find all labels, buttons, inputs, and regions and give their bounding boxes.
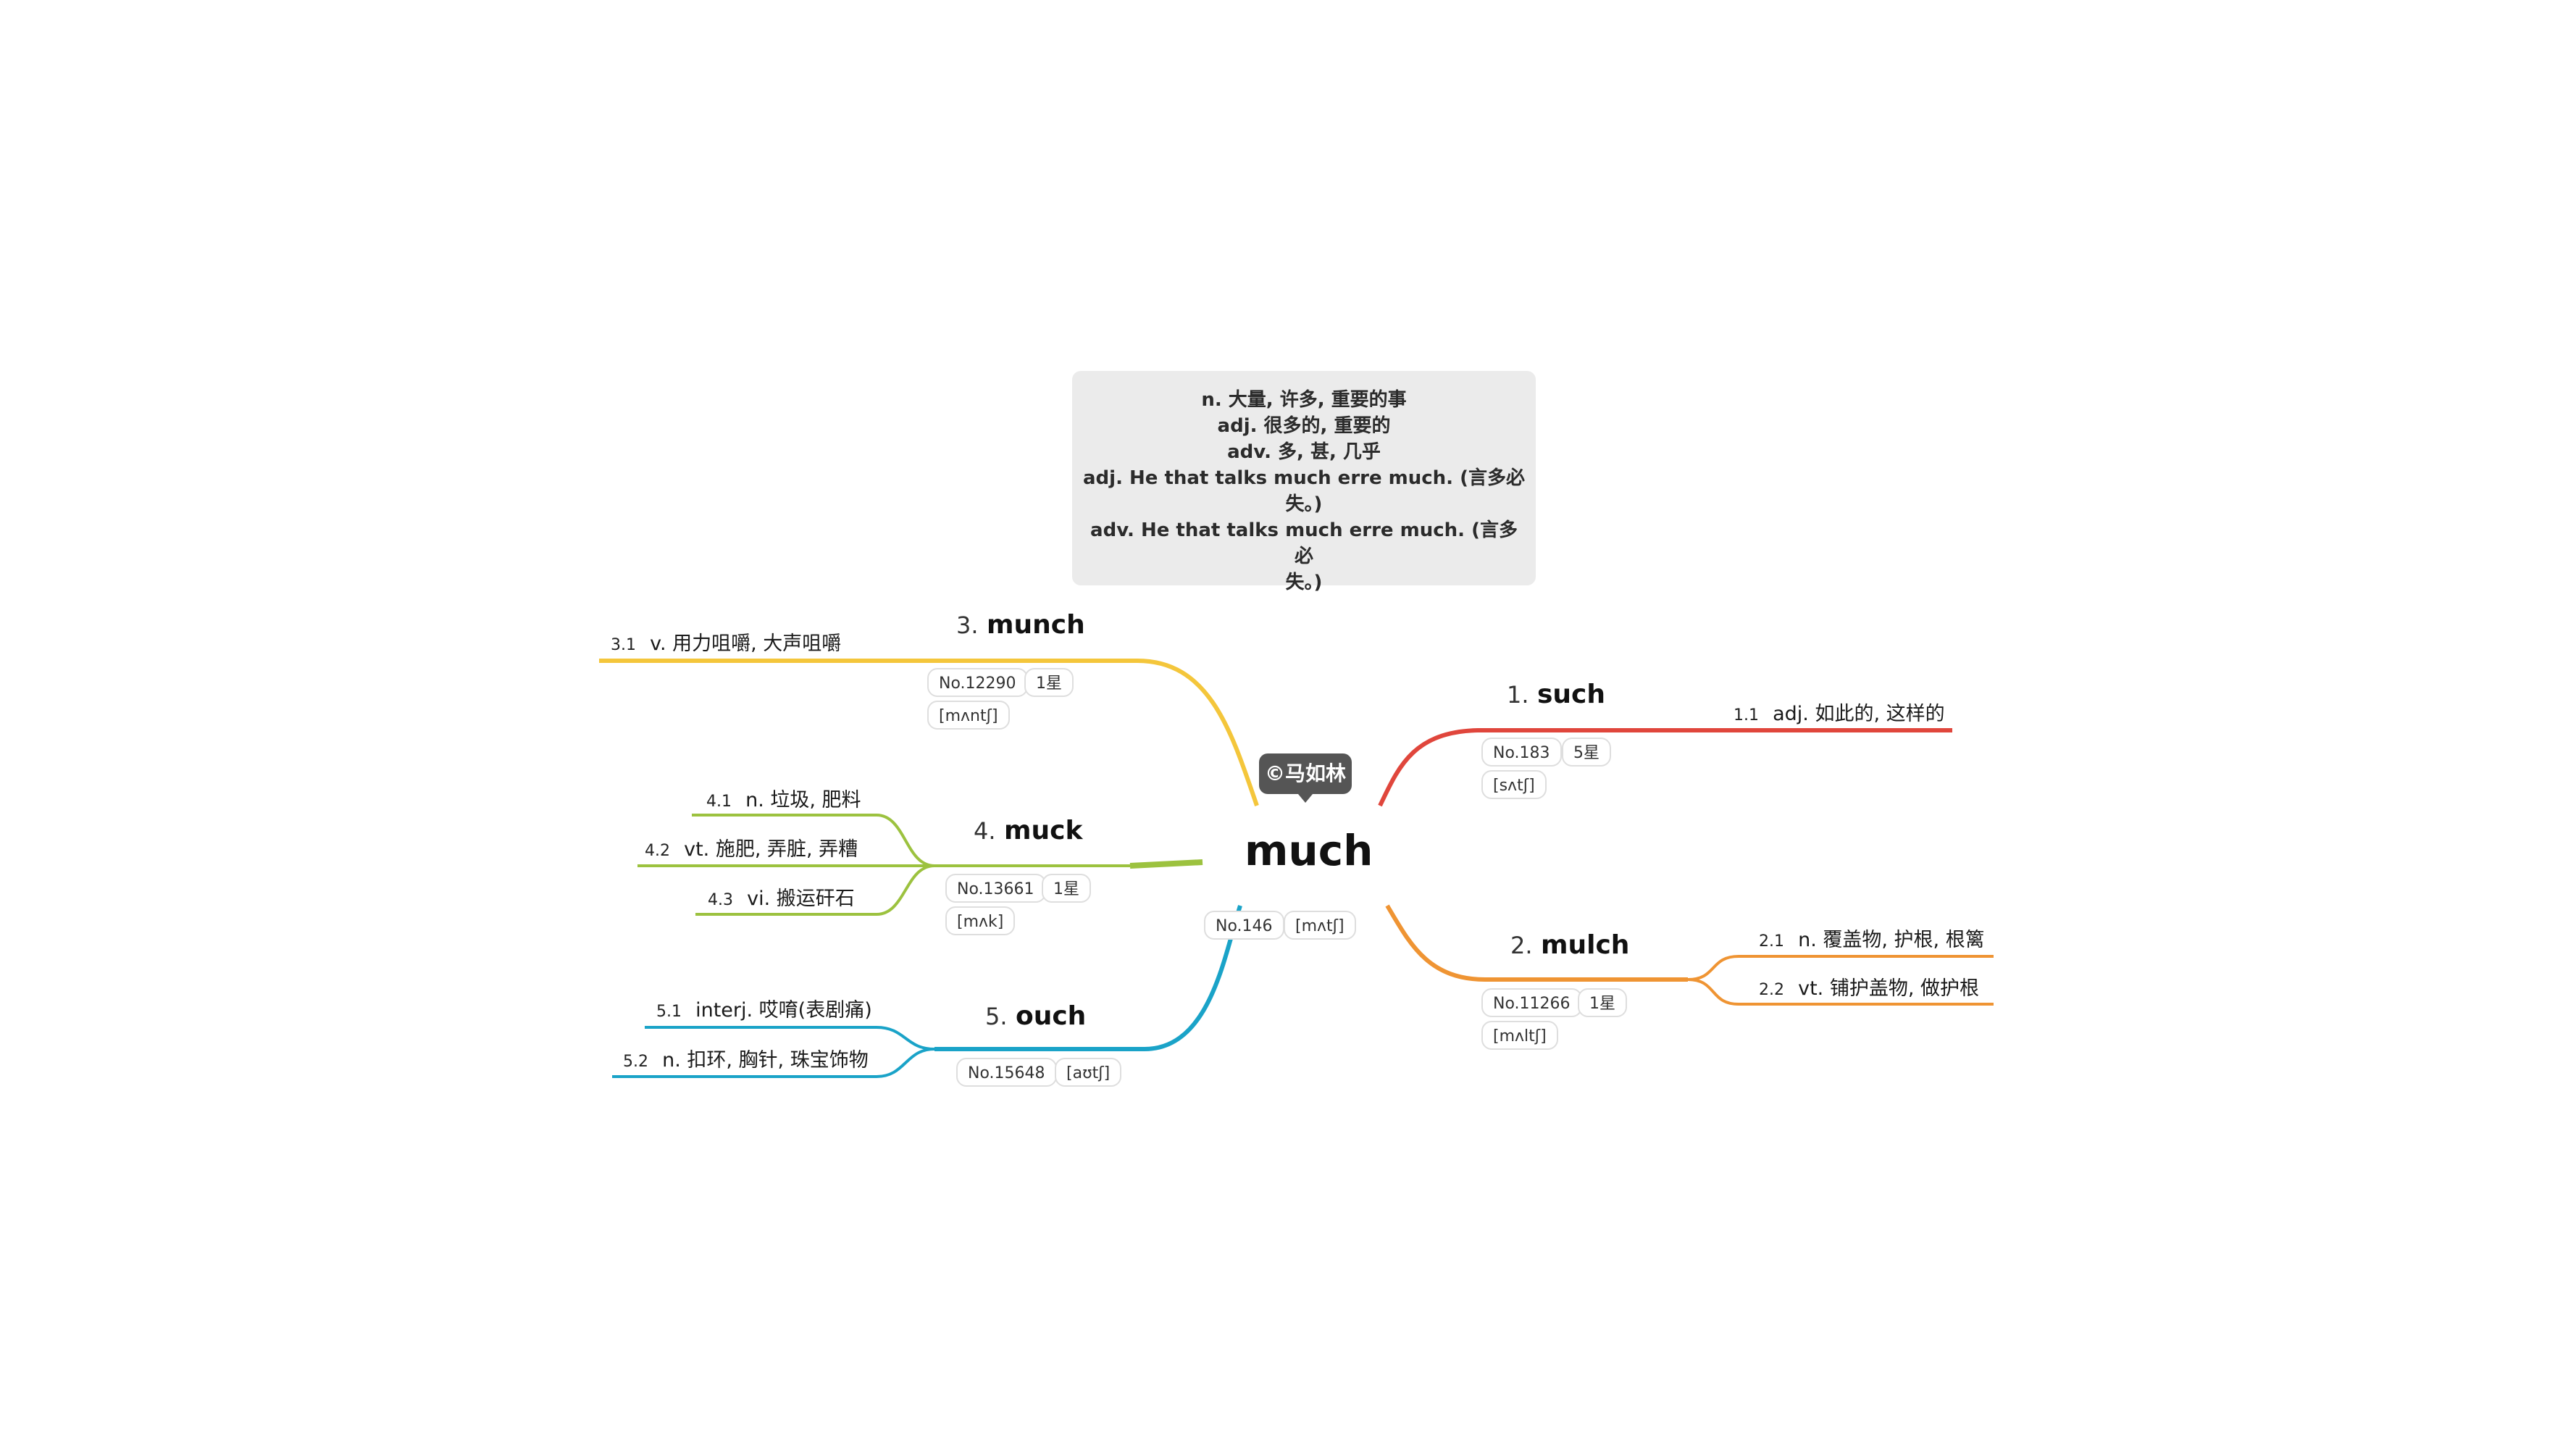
sub-text: vi. 搬运矸石 bbox=[747, 888, 855, 910]
branch-munch[interactable]: 3. munch bbox=[956, 610, 1085, 640]
branch-index: 2. bbox=[1510, 932, 1533, 959]
connector-muck-4-1 bbox=[692, 814, 935, 867]
note-line: adj. 很多的, 重要的 bbox=[1217, 415, 1391, 437]
branch-word: ouch bbox=[1015, 1001, 1087, 1031]
stars-badge: 1星 bbox=[1024, 668, 1074, 697]
definition-note: n. 大量, 许多, 重要的事 adj. 很多的, 重要的 adv. 多, 甚,… bbox=[1072, 371, 1536, 593]
branch-index: 3. bbox=[956, 611, 979, 639]
branch-word: munch bbox=[986, 610, 1085, 640]
sub-text: n. 覆盖物, 护根, 根篱 bbox=[1798, 929, 1985, 951]
connector-such bbox=[1378, 728, 1952, 807]
branch-ouch[interactable]: 5. ouch bbox=[985, 1001, 1086, 1031]
branch-word: mulch bbox=[1540, 930, 1630, 960]
sub-item[interactable]: 3.1 v. 用力咀嚼, 大声咀嚼 bbox=[611, 627, 841, 656]
stars-badge: 5星 bbox=[1562, 738, 1611, 767]
sub-number: 2.1 bbox=[1759, 932, 1784, 951]
sub-text: adj. 如此的, 这样的 bbox=[1773, 703, 1945, 725]
phonetic-badge: [aʊtʃ] bbox=[1055, 1058, 1122, 1087]
connector-ouch-5-2 bbox=[612, 1048, 935, 1078]
number-badge: No.13661 bbox=[945, 874, 1046, 903]
sub-item[interactable]: 2.1 n. 覆盖物, 护根, 根篱 bbox=[1759, 924, 1985, 952]
phonetic-badge: [mʌntʃ] bbox=[927, 701, 1010, 730]
sub-text: n. 垃圾, 肥料 bbox=[745, 789, 861, 811]
copyright-tooltip: ©马如林 bbox=[1259, 753, 1352, 803]
phonetic-badge: [mʌltʃ] bbox=[1481, 1021, 1558, 1050]
stars-badge: 1星 bbox=[1578, 988, 1627, 1017]
sub-item[interactable]: 1.1 adj. 如此的, 这样的 bbox=[1734, 698, 1945, 726]
sub-text: interj. 哎唷(表剧痛) bbox=[695, 999, 872, 1022]
sub-item[interactable]: 2.2 vt. 铺护盖物, 做护根 bbox=[1759, 972, 1979, 1001]
number-badge: No.183 bbox=[1481, 738, 1562, 767]
sub-item[interactable]: 4.3 vi. 搬运矸石 bbox=[708, 882, 855, 911]
note-line: 失。) bbox=[1285, 572, 1323, 593]
branch-word: muck bbox=[1003, 816, 1083, 845]
sub-item[interactable]: 4.1 n. 垃圾, 肥料 bbox=[706, 784, 861, 812]
branch-word: such bbox=[1536, 680, 1606, 709]
branch-index: 4. bbox=[974, 817, 996, 845]
sub-item[interactable]: 5.2 n. 扣环, 胸针, 珠宝饰物 bbox=[623, 1044, 869, 1072]
note-line: n. 大量, 许多, 重要的事 bbox=[1201, 389, 1407, 411]
connector-munch bbox=[599, 659, 1259, 806]
branch-muck[interactable]: 4. muck bbox=[974, 816, 1082, 845]
sub-number: 4.2 bbox=[645, 842, 670, 860]
sub-number: 2.2 bbox=[1759, 981, 1784, 999]
sub-number: 3.1 bbox=[611, 636, 636, 654]
phonetic-badge: [sʌtʃ] bbox=[1481, 770, 1547, 799]
sub-number: 4.3 bbox=[708, 891, 733, 909]
sub-text: v. 用力咀嚼, 大声咀嚼 bbox=[650, 632, 842, 655]
note-line: adv. 多, 甚, 几乎 bbox=[1227, 441, 1381, 463]
central-topic[interactable]: much bbox=[1245, 826, 1373, 875]
sub-number: 1.1 bbox=[1734, 706, 1759, 724]
note-line: 失。) bbox=[1285, 493, 1323, 515]
connector-mulch-2-2 bbox=[1687, 978, 1994, 1006]
connector-ouch-5-1 bbox=[645, 1026, 935, 1051]
branch-mulch[interactable]: 2. mulch bbox=[1510, 930, 1629, 960]
center-phonetic-badge: [mʌtʃ] bbox=[1284, 911, 1356, 940]
sub-item[interactable]: 4.2 vt. 施肥, 弄脏, 弄糟 bbox=[645, 833, 858, 861]
sub-number: 5.1 bbox=[656, 1003, 682, 1021]
note-line: adv. He that talks much erre much. (言多必 bbox=[1090, 519, 1518, 567]
sub-text: n. 扣环, 胸针, 珠宝饰物 bbox=[662, 1049, 869, 1072]
number-badge: No.15648 bbox=[956, 1058, 1057, 1087]
branch-index: 5. bbox=[985, 1003, 1008, 1030]
branch-index: 1. bbox=[1507, 681, 1529, 709]
connector-mulch-2-1 bbox=[1687, 955, 1994, 981]
connector-muck-4-3 bbox=[695, 864, 935, 916]
sub-item[interactable]: 5.1 interj. 哎唷(表剧痛) bbox=[656, 994, 872, 1022]
number-badge: No.12290 bbox=[927, 668, 1028, 697]
number-badge: No.11266 bbox=[1481, 988, 1582, 1017]
connector-muck bbox=[1129, 859, 1203, 869]
note-line: adj. He that talks much erre much. (言多必 bbox=[1083, 467, 1525, 489]
phonetic-badge: [mʌk] bbox=[945, 906, 1016, 935]
connector-mulch bbox=[1385, 904, 1688, 982]
sub-number: 4.1 bbox=[706, 793, 732, 811]
branch-such[interactable]: 1. such bbox=[1507, 680, 1605, 709]
stars-badge: 1星 bbox=[1042, 874, 1091, 903]
sub-text: vt. 铺护盖物, 做护根 bbox=[1798, 977, 1979, 1000]
sub-text: vt. 施肥, 弄脏, 弄糟 bbox=[684, 838, 858, 861]
center-number-badge: No.146 bbox=[1204, 911, 1284, 940]
sub-number: 5.2 bbox=[623, 1053, 648, 1071]
